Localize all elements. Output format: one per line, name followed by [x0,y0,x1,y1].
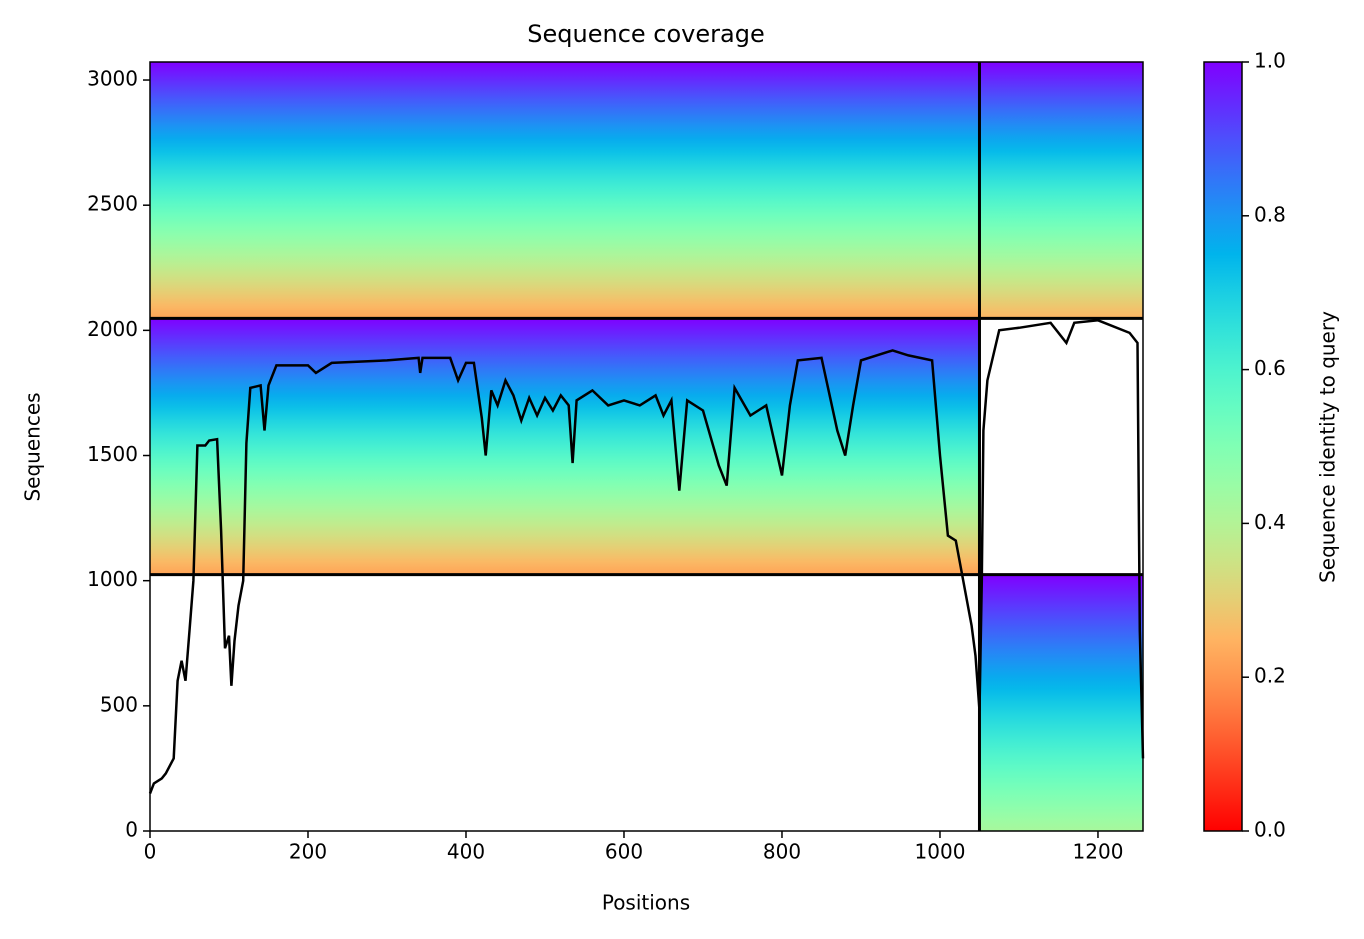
x-tick-label: 200 [289,840,327,864]
x-tick-label: 800 [763,840,801,864]
coverage-line [148,319,1145,794]
x-axis-label: Positions [602,891,690,915]
y-tick-label: 1000 [87,567,138,591]
y-tick-label: 1500 [87,442,138,466]
colorbar-tick-label: 0.2 [1254,664,1286,688]
y-tick-label: 2500 [87,192,138,216]
x-tick-label: 0 [144,840,157,864]
coverage-block [150,318,980,575]
coverage-block [979,62,1143,319]
y-tick-label: 3000 [87,67,138,91]
colorbar-tick-label: 0.4 [1254,510,1286,534]
plot-frame [149,61,1144,832]
colorbar-tick-label: 0.6 [1254,356,1286,380]
x-tick-label: 1200 [1073,840,1124,864]
y-tick-label: 500 [100,692,138,716]
colorbar-tick-label: 0.8 [1254,202,1286,226]
y-tick-label: 2000 [87,317,138,341]
x-tick-label: 400 [447,840,485,864]
y-axis-label: Sequences [21,392,45,501]
colorbar-tick-label: 1.0 [1254,49,1286,73]
colorbar-label: Sequence identity to query [1316,311,1340,583]
coverage-block [150,62,980,319]
y-tick-label: 0 [125,818,138,842]
colorbar [1203,61,1243,832]
x-tick-label: 600 [605,840,643,864]
coverage-block [979,574,1143,831]
chart-title: Sequence coverage [527,20,764,48]
colorbar-tick-label: 0.0 [1254,818,1286,842]
x-tick-label: 1000 [915,840,966,864]
